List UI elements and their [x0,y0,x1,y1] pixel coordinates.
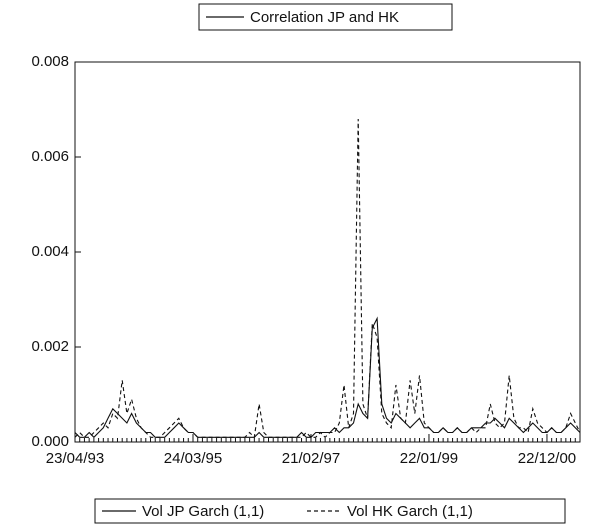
title-box [198,3,453,31]
chart-title: Correlation JP and HK [250,9,399,26]
y-tick-label: 0.002 [31,338,69,355]
legend-box [94,498,566,524]
y-tick-label: 0.006 [31,148,69,165]
legend-label: Vol JP Garch (1,1) [142,503,264,520]
series-line [74,316,581,439]
x-tick-label: 23/04/93 [46,450,104,467]
x-tick-label: 21/02/97 [282,450,340,467]
plot-frame [74,61,581,443]
y-tick-label: 0.008 [31,53,69,70]
y-tick-label: 0.000 [31,433,69,450]
x-tick-label: 22/12/00 [518,450,576,467]
legend-label: Vol HK Garch (1,1) [347,503,473,520]
series-line [74,118,581,439]
x-tick-label: 24/03/95 [164,450,222,467]
y-tick-label: 0.004 [31,243,69,260]
x-tick-label: 22/01/99 [400,450,458,467]
